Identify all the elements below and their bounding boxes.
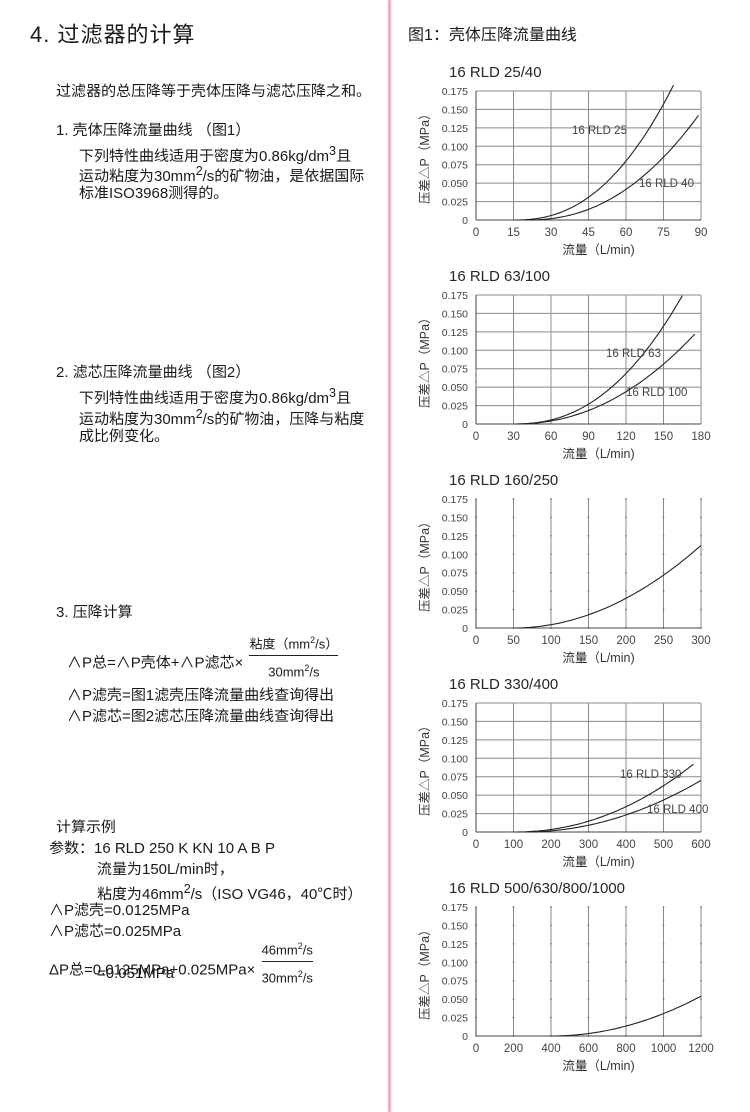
svg-text:400: 400 [616, 839, 635, 851]
svg-text:0.050: 0.050 [442, 382, 468, 394]
svg-text:0: 0 [473, 227, 479, 239]
svg-text:400: 400 [541, 1043, 560, 1055]
svg-text:0.100: 0.100 [442, 141, 468, 153]
svg-text:0: 0 [462, 827, 468, 839]
svg-text:0.075: 0.075 [442, 568, 468, 580]
svg-text:0.150: 0.150 [442, 512, 468, 524]
svg-text:0.175: 0.175 [442, 902, 468, 914]
svg-text:0.050: 0.050 [442, 790, 468, 802]
svg-text:流量（L/min): 流量（L/min) [562, 243, 634, 257]
svg-text:200: 200 [616, 635, 635, 647]
svg-text:0: 0 [473, 635, 479, 647]
svg-text:100: 100 [541, 635, 560, 647]
svg-text:100: 100 [504, 839, 523, 851]
svg-text:50: 50 [507, 635, 520, 647]
svg-text:0.125: 0.125 [442, 531, 468, 543]
svg-text:0.125: 0.125 [442, 123, 468, 135]
svg-text:0.100: 0.100 [442, 957, 468, 969]
svg-text:流量（L/min): 流量（L/min) [562, 447, 634, 461]
svg-text:0.025: 0.025 [442, 605, 468, 617]
svg-text:16 RLD 40: 16 RLD 40 [639, 178, 694, 190]
svg-text:0.075: 0.075 [442, 976, 468, 988]
svg-text:600: 600 [691, 839, 710, 851]
svg-text:16 RLD 25: 16 RLD 25 [572, 125, 627, 137]
svg-text:0: 0 [462, 623, 468, 635]
svg-text:0.175: 0.175 [442, 290, 468, 302]
svg-text:0.025: 0.025 [442, 1013, 468, 1025]
svg-text:16 RLD 100: 16 RLD 100 [626, 387, 687, 399]
svg-text:0.050: 0.050 [442, 178, 468, 190]
svg-text:90: 90 [695, 227, 708, 239]
svg-text:1000: 1000 [651, 1043, 677, 1055]
svg-text:0.025: 0.025 [442, 401, 468, 413]
svg-text:0.150: 0.150 [442, 920, 468, 932]
svg-text:90: 90 [582, 431, 595, 443]
svg-text:250: 250 [654, 635, 673, 647]
svg-text:0.175: 0.175 [442, 698, 468, 710]
svg-text:0.025: 0.025 [442, 197, 468, 209]
svg-text:0.125: 0.125 [442, 735, 468, 747]
svg-text:0: 0 [473, 1043, 479, 1055]
svg-text:0.150: 0.150 [442, 308, 468, 320]
svg-text:60: 60 [620, 227, 633, 239]
svg-text:0.125: 0.125 [442, 327, 468, 339]
svg-text:150: 150 [579, 635, 598, 647]
svg-text:300: 300 [579, 839, 598, 851]
svg-text:200: 200 [504, 1043, 523, 1055]
svg-text:16 RLD 400: 16 RLD 400 [647, 804, 708, 816]
svg-text:0.075: 0.075 [442, 772, 468, 784]
svg-text:0.050: 0.050 [442, 994, 468, 1006]
svg-text:75: 75 [657, 227, 670, 239]
svg-text:流量（L/min): 流量（L/min) [562, 855, 634, 869]
svg-text:0: 0 [462, 215, 468, 227]
svg-text:0: 0 [473, 839, 479, 851]
svg-text:180: 180 [691, 431, 710, 443]
svg-text:120: 120 [616, 431, 635, 443]
svg-text:800: 800 [616, 1043, 635, 1055]
svg-text:0.075: 0.075 [442, 364, 468, 376]
svg-text:0: 0 [462, 1031, 468, 1043]
svg-text:600: 600 [579, 1043, 598, 1055]
svg-text:0.050: 0.050 [442, 586, 468, 598]
svg-text:0.100: 0.100 [442, 753, 468, 765]
svg-text:45: 45 [582, 227, 595, 239]
svg-text:15: 15 [507, 227, 520, 239]
svg-text:1200: 1200 [688, 1043, 714, 1055]
svg-text:30: 30 [507, 431, 520, 443]
svg-text:16 RLD 63: 16 RLD 63 [606, 348, 661, 360]
svg-text:60: 60 [545, 431, 558, 443]
svg-text:0.150: 0.150 [442, 104, 468, 116]
svg-text:0.150: 0.150 [442, 716, 468, 728]
svg-text:0: 0 [462, 419, 468, 431]
svg-text:300: 300 [691, 635, 710, 647]
svg-text:200: 200 [541, 839, 560, 851]
svg-text:150: 150 [654, 431, 673, 443]
svg-text:0.075: 0.075 [442, 160, 468, 172]
svg-text:流量（L/min): 流量（L/min) [562, 1059, 634, 1073]
svg-text:0.025: 0.025 [442, 809, 468, 821]
svg-text:0.100: 0.100 [442, 549, 468, 561]
svg-text:16 RLD 330: 16 RLD 330 [620, 769, 681, 781]
svg-text:30: 30 [545, 227, 558, 239]
svg-text:0.175: 0.175 [442, 86, 468, 98]
svg-text:0.175: 0.175 [442, 494, 468, 506]
svg-text:0: 0 [473, 431, 479, 443]
svg-text:0.100: 0.100 [442, 345, 468, 357]
svg-text:500: 500 [654, 839, 673, 851]
svg-text:流量（L/min): 流量（L/min) [562, 651, 634, 665]
svg-text:0.125: 0.125 [442, 939, 468, 951]
